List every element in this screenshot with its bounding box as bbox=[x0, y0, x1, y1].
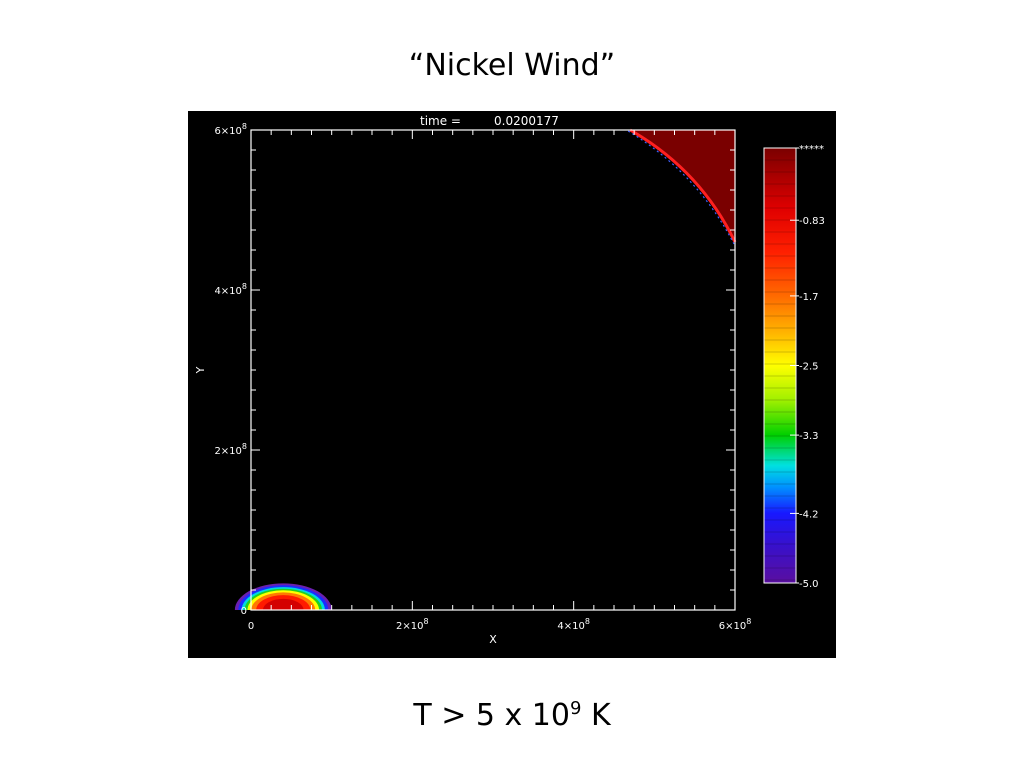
y-tick-label: 6×108 bbox=[214, 122, 247, 137]
x-tick-label: 6×108 bbox=[719, 617, 752, 632]
colorbar-label: ***** bbox=[799, 144, 824, 155]
colorbar-label: -0.83 bbox=[799, 216, 825, 227]
plot-panel: time = 0.0200177 0 2×108 4×108 6×108 0 2×108 4… bbox=[188, 111, 836, 658]
y-tick-label: 0 bbox=[241, 606, 247, 617]
core-band bbox=[262, 598, 304, 610]
shell-fill bbox=[630, 130, 735, 242]
heatmap-plot: time = 0.0200177 0 2×108 4×108 6×108 0 2×108 4… bbox=[194, 114, 825, 646]
colorbar-label: -5.0 bbox=[799, 579, 819, 590]
time-value: 0.0200177 bbox=[494, 114, 559, 128]
x-tick-label: 2×108 bbox=[396, 617, 429, 632]
plot-frame bbox=[250, 129, 736, 611]
shell-edge bbox=[629, 128, 737, 243]
caption-unit: K bbox=[581, 698, 611, 733]
y-tick-label: 4×108 bbox=[214, 282, 247, 297]
x-tick-label: 4×108 bbox=[557, 617, 590, 632]
x-tick-label: 0 bbox=[248, 621, 254, 632]
x-axis-label: X bbox=[489, 633, 497, 646]
colorbar-label: -4.2 bbox=[799, 509, 819, 520]
colorbar-label: -3.3 bbox=[799, 431, 819, 442]
caption-exponent: 9 bbox=[569, 698, 582, 719]
y-axis-label: Y bbox=[194, 366, 207, 374]
data-regions bbox=[234, 128, 737, 610]
axis-ticks: 0 2×108 4×108 6×108 0 2×108 4×108 6×108 bbox=[214, 122, 751, 632]
time-label: time = bbox=[420, 114, 461, 128]
caption-base: T > 5 x 10 bbox=[413, 698, 570, 733]
colorbar: ***** -0.83 -1.7 -2.5 -3.3 -4.2 -5.0 bbox=[763, 144, 825, 590]
shell-region bbox=[627, 128, 737, 245]
colorbar-label: -1.7 bbox=[799, 292, 819, 303]
slide-caption: T > 5 x 109 K bbox=[0, 698, 1024, 733]
colorbar-label: -2.5 bbox=[799, 362, 819, 373]
slide-title: “Nickel Wind” bbox=[408, 48, 616, 83]
y-tick-label: 2×108 bbox=[214, 442, 247, 457]
core-region bbox=[234, 583, 332, 610]
